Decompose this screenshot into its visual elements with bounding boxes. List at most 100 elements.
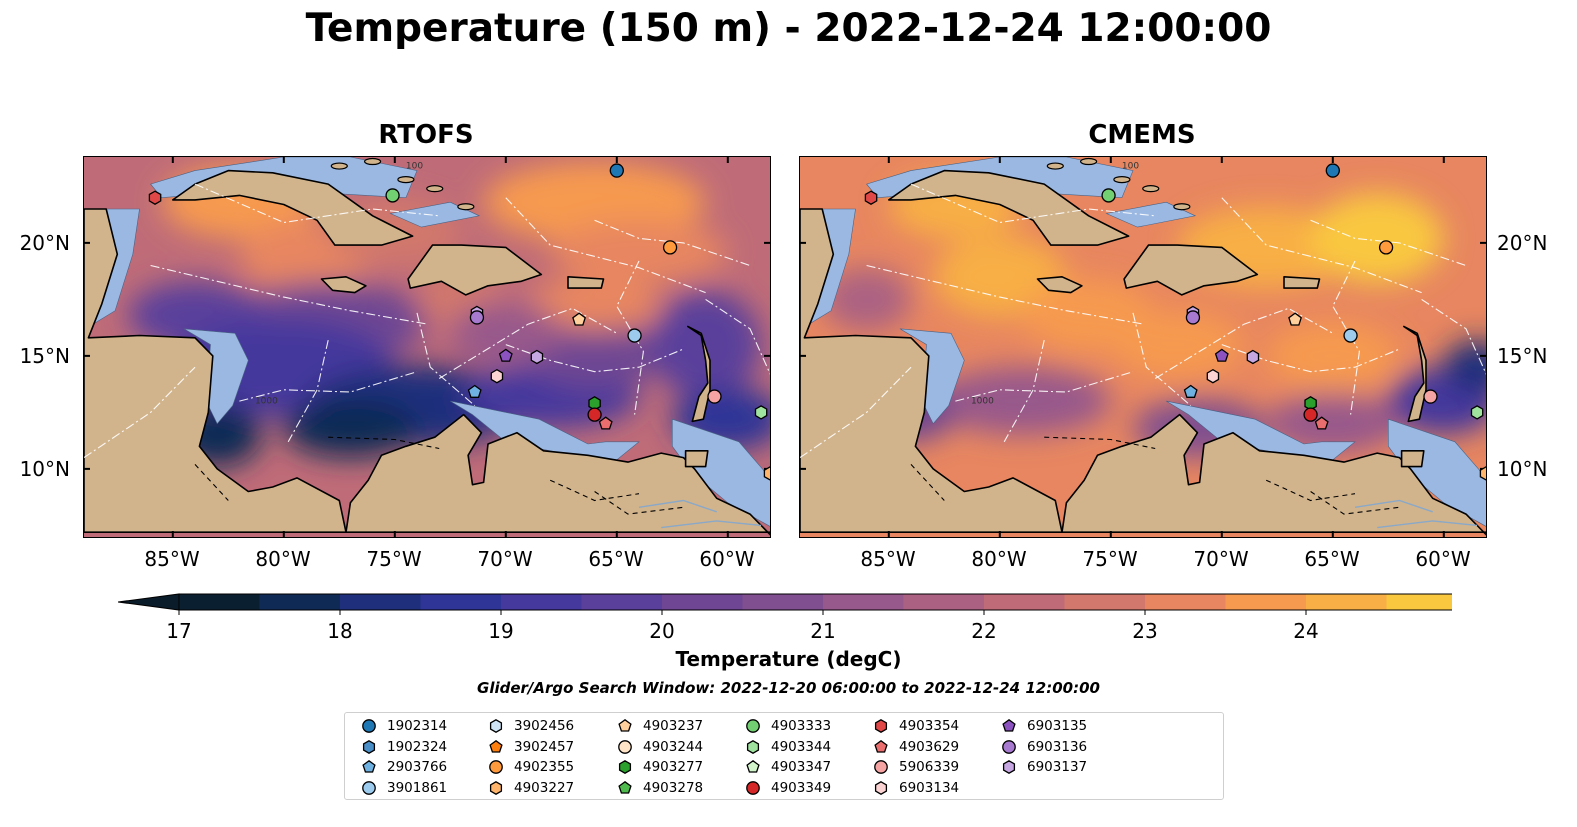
legend-item: 4903349 (745, 778, 831, 798)
legend-label: 4903244 (643, 738, 704, 755)
legend-marker (1002, 718, 1016, 732)
eez-boundary (84, 366, 196, 459)
float-marker-6903135 (498, 348, 513, 362)
temperature-patch (1266, 321, 1400, 390)
land-cuba (888, 169, 1130, 246)
legend-marker-icon (489, 739, 503, 753)
legend-marker-icon (1002, 760, 1016, 774)
continental-shelf (1166, 400, 1356, 461)
temperature-patch (528, 276, 662, 332)
float-marker-5906339 (1423, 389, 1438, 404)
legend-item: 4903354 (873, 716, 959, 736)
temperature-patch (822, 267, 911, 332)
temperature-colorbar (118, 593, 1452, 615)
float-marker-4903344 (1470, 405, 1484, 420)
colorbar-segment (984, 594, 1066, 610)
float-marker-4902355 (662, 240, 678, 255)
legend-item: 3901861 (361, 778, 447, 798)
legend-item: 5906339 (873, 757, 959, 777)
eez-boundary (594, 219, 751, 267)
legend-item: 2903766 (361, 757, 447, 777)
eez-boundary (910, 183, 1156, 224)
main-title: Temperature (150 m) - 2022-12-24 12:00:0… (305, 6, 1272, 51)
x-tick-label: 70°W (1193, 547, 1249, 571)
colorbar-segment (1145, 594, 1227, 610)
legend-label: 4903237 (643, 718, 704, 734)
x-tick-label: 80°W (255, 547, 311, 571)
legend-marker-icon (618, 739, 632, 754)
country-border (328, 436, 440, 450)
eez-boundary (800, 366, 912, 459)
island (1173, 203, 1191, 211)
legend-item: 4903237 (617, 716, 703, 736)
float-marker-6903135 (1214, 348, 1229, 362)
legend-marker-icon (618, 760, 632, 774)
legend-marker (362, 780, 376, 795)
eez-boundary (1421, 298, 1486, 375)
eez-boundary (1221, 197, 1422, 294)
island (1080, 157, 1098, 166)
legend-item: 3902456 (488, 716, 574, 736)
legend-item: 4903344 (745, 737, 831, 757)
legend-item: 4903333 (745, 716, 831, 736)
land-lesser (1402, 325, 1427, 423)
float-marker-2903766 (1183, 384, 1198, 398)
colorbar-segment (420, 594, 502, 610)
legend-marker (874, 760, 888, 774)
eez-boundary (505, 344, 684, 373)
contour-label: 1000 (971, 396, 994, 406)
float-marker-6903134 (1206, 368, 1220, 384)
legend-item: 4903629 (873, 737, 959, 757)
y-tick-label: 10°N (19, 457, 70, 481)
legend-label: 4903227 (514, 779, 575, 796)
float-marker-4903333 (1101, 188, 1116, 203)
legend-item: 4903278 (617, 778, 703, 798)
float-marker-4903237 (1288, 312, 1302, 326)
colorbar-outline (178, 593, 1452, 611)
eez-boundary (438, 307, 618, 379)
float-marker-4903354 (148, 190, 162, 205)
colorbar-segment (259, 594, 341, 610)
country-border (910, 464, 945, 501)
eez-boundary (194, 183, 440, 224)
legend-item: 3902457 (488, 737, 574, 757)
legend-item: 1902314 (361, 716, 447, 736)
colorbar-segment (501, 594, 583, 610)
land-lesser (686, 325, 711, 423)
map-panel-cmems[interactable]: 1000 100 (799, 156, 1487, 538)
x-tick-label: 85°W (860, 547, 916, 571)
float-marker-3901861 (627, 328, 642, 343)
float-marker-4903629 (598, 416, 613, 430)
search-window-caption: Glider/Argo Search Window: 2022-12-20 06… (477, 679, 1100, 697)
legend-label: 1902324 (387, 738, 448, 755)
legend-label: 4903354 (899, 718, 960, 734)
float-marker-5906339 (707, 389, 722, 404)
legend-marker-icon (746, 759, 760, 773)
temperature-patch (933, 367, 1111, 435)
legend-marker-icon (489, 760, 503, 774)
island (1046, 162, 1064, 170)
colorbar-segment (581, 594, 663, 610)
y-tick-label: 20°N (1497, 231, 1548, 255)
colorbar-segment (340, 594, 422, 610)
land-central (84, 208, 347, 534)
legend-marker-icon (489, 780, 503, 795)
x-tick-label: 75°W (1082, 547, 1138, 571)
legend-marker-icon (618, 780, 632, 794)
x-tick-label: 80°W (971, 547, 1027, 571)
legend-marker-icon (362, 719, 376, 733)
colorbar-tick-label: 17 (166, 619, 192, 643)
colorbar-tick-label: 18 (327, 619, 353, 643)
legend-label: 4903629 (899, 738, 960, 755)
country-border (594, 491, 684, 515)
map-panel-rtofs[interactable]: 1000 100 (83, 156, 771, 538)
float-marker-4903349 (587, 407, 602, 422)
colorbar-label: Temperature (degC) (675, 647, 902, 671)
contour-label: 1000 (255, 396, 278, 406)
land-trinidad (684, 449, 709, 468)
legend-marker (746, 759, 760, 773)
float-marker-4903354 (864, 190, 878, 205)
country-border (1310, 491, 1400, 515)
colorbar-tick-label: 20 (649, 619, 675, 643)
legend-item: 6903134 (873, 778, 959, 798)
